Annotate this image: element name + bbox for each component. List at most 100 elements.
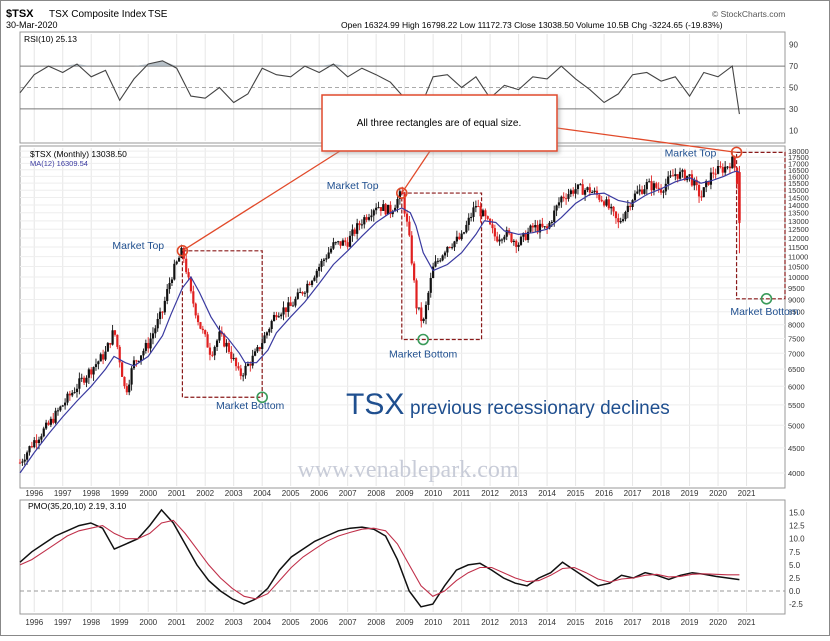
price-candle-body: [109, 343, 112, 345]
price-candle-body: [548, 222, 551, 229]
y-tick-label-pmo: 15.0: [789, 508, 805, 517]
price-candle-body: [643, 189, 646, 194]
price-candle-body: [130, 368, 133, 385]
price-candle-body: [18, 462, 22, 464]
ma-line: [19, 170, 740, 474]
price-candle-body: [358, 223, 361, 226]
x-tick-label-pmo: 2020: [709, 618, 727, 627]
x-tick-label-price: 2018: [652, 489, 670, 498]
price-candle-body: [175, 261, 178, 264]
price-candle-body: [71, 392, 74, 396]
y-tick-label-price: 10500: [788, 263, 809, 272]
x-tick-label-price: 2000: [139, 489, 157, 498]
price-candle-body: [377, 207, 380, 209]
price-candle-body: [123, 376, 126, 387]
callout-box: [321, 94, 558, 152]
x-tick-label-pmo: 2005: [282, 618, 300, 627]
price-candle-body: [726, 166, 729, 168]
price-candle-body: [251, 355, 254, 366]
price-candle-body: [166, 289, 169, 301]
price-candle-body: [201, 328, 204, 331]
price-candle-body: [351, 229, 354, 236]
price-candle-body: [657, 187, 660, 189]
y-tick-label-price: 5500: [788, 401, 805, 410]
price-candle-body: [669, 175, 672, 177]
price-candle-body: [104, 351, 107, 360]
y-tick-label-price: 17500: [788, 153, 809, 162]
price-candle-body: [68, 393, 71, 396]
price-candle-body: [120, 362, 124, 377]
price-candle-body: [394, 207, 397, 212]
y-tick-label-price: 9000: [788, 296, 805, 305]
price-candle-body: [441, 255, 444, 261]
price-candle-body: [629, 205, 632, 208]
price-candle-body: [75, 388, 79, 393]
header-symbol: $TSX: [6, 8, 34, 20]
price-candle-body: [132, 360, 136, 369]
price-candle-body: [237, 366, 240, 369]
price-candle-body: [605, 199, 608, 206]
price-candle-body: [320, 260, 323, 267]
price-candle-body: [707, 180, 710, 185]
y-tick-label-pmo: 0.0: [789, 587, 801, 596]
price-candle-body: [681, 170, 684, 172]
price-candle-body: [144, 342, 147, 351]
price-candle-body: [249, 363, 252, 366]
price-candle-body: [678, 171, 682, 179]
price-candle-body: [40, 436, 43, 440]
market-top-marker: [176, 245, 189, 257]
price-candle-body: [303, 292, 307, 294]
axis-ticks: 1996 1996 1997 1997 1998 1998 1999 1999 2000 2000…: [25, 41, 809, 627]
price-candle-body: [652, 183, 656, 191]
price-candle-body: [638, 189, 641, 192]
x-tick-label-pmo: 2007: [339, 618, 357, 627]
price-candle-body: [671, 175, 675, 177]
x-tick-label-pmo: 1998: [82, 618, 100, 627]
price-candle-body: [85, 377, 88, 383]
price-candle-body: [586, 187, 589, 191]
header-exchange: TSE: [148, 9, 168, 20]
price-candle-body: [735, 167, 739, 184]
price-candle-body: [125, 386, 128, 393]
price-candle-body: [35, 440, 38, 444]
price-label: $TSX (Monthly) 13038.50: [30, 149, 127, 159]
y-tick-label-price: 14500: [788, 193, 809, 202]
price-candle-body: [244, 365, 247, 376]
price-candle-body: [498, 239, 501, 242]
price-candle-body: [33, 440, 36, 448]
x-tick-label-pmo: 2011: [453, 618, 471, 627]
pmo-series: [19, 508, 740, 608]
price-candle-body: [415, 280, 418, 309]
x-tick-label-price: 2011: [453, 489, 471, 498]
rsi-series: [19, 60, 740, 115]
price-candle-body: [448, 246, 451, 248]
price-candle-body: [633, 193, 637, 201]
price-candle-body: [688, 174, 691, 176]
price-candle-body: [372, 210, 375, 216]
price-candle-body: [693, 179, 696, 186]
price-candle-body: [78, 378, 81, 389]
price-candle-body: [158, 311, 162, 319]
price-candle-body: [204, 330, 207, 335]
price-candle-body: [180, 248, 183, 258]
price-candle-body: [583, 190, 587, 195]
price-candle-body: [375, 207, 378, 211]
price-candle-body: [30, 446, 33, 448]
price-candle-body: [553, 210, 556, 222]
price-candle-body: [396, 198, 399, 208]
price-candle-body: [106, 343, 109, 352]
x-tick-label-pmo: 2000: [139, 618, 157, 627]
price-candle-body: [477, 206, 480, 208]
price-candle-body: [28, 446, 31, 453]
price-candle-body: [147, 342, 150, 349]
price-candle-body: [714, 173, 717, 175]
price-candle-body: [313, 277, 316, 281]
price-candle-body: [365, 217, 368, 220]
pmo-line: [19, 508, 740, 608]
y-tick-label-price: 11000: [788, 253, 808, 262]
market-bottom-label: Market Bottom: [216, 400, 285, 412]
price-candle-body: [648, 181, 651, 183]
price-candle-body: [218, 331, 221, 341]
price-candle-body: [268, 329, 271, 333]
price-candle-body: [346, 242, 349, 247]
